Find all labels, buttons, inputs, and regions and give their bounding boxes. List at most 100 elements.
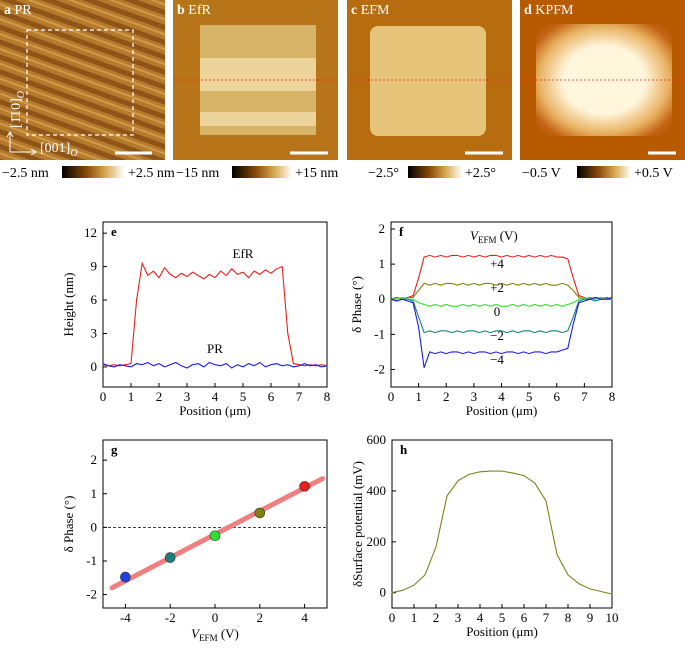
y-tick-label: 200 bbox=[367, 534, 387, 549]
panel-b: b EfR bbox=[173, 0, 338, 160]
data-line bbox=[390, 296, 613, 307]
stripe bbox=[200, 58, 316, 91]
panel-title: EfR bbox=[188, 3, 211, 18]
label-main: V bbox=[470, 228, 480, 243]
series-label: EfR bbox=[233, 246, 254, 261]
label-main: V bbox=[191, 626, 201, 641]
label-rest: (V) bbox=[496, 228, 517, 243]
x-tick-label: 0 bbox=[100, 389, 107, 404]
x-tick-label: 3 bbox=[184, 389, 191, 404]
y-tick-label: 0 bbox=[380, 585, 387, 600]
panel-letter: a bbox=[4, 3, 11, 18]
axis-label: VEFM (V) bbox=[191, 626, 239, 643]
colorbar bbox=[408, 166, 462, 178]
colorbar-min: −15 nm bbox=[176, 166, 219, 181]
x-tick-label: 2 bbox=[433, 610, 440, 625]
colorbar-max: +2.5° bbox=[465, 166, 496, 181]
x-tick-label: -2 bbox=[165, 610, 176, 625]
axis-label: VEFM (V) bbox=[470, 228, 518, 245]
y-tick-label: 2 bbox=[91, 452, 98, 467]
x-tick-label: 4 bbox=[301, 610, 308, 625]
data-line bbox=[390, 282, 613, 300]
panel-letter: h bbox=[400, 442, 408, 457]
y-tick-label: 0 bbox=[379, 291, 386, 306]
x-tick-label: 6 bbox=[268, 389, 275, 404]
plot-frame bbox=[391, 439, 613, 609]
x-tick-label: 3 bbox=[471, 389, 478, 404]
x-tick-label: 4 bbox=[212, 389, 219, 404]
y-tick-label: 400 bbox=[367, 483, 387, 498]
data-line bbox=[391, 470, 613, 595]
y-tick-label: 0 bbox=[91, 359, 98, 374]
data-point bbox=[209, 530, 221, 542]
x-tick-label: 0 bbox=[212, 610, 219, 625]
y-axis-label: δSurface potential (mV) bbox=[350, 461, 365, 587]
x-tick-label: 5 bbox=[526, 389, 533, 404]
panel-letter: c bbox=[351, 3, 357, 18]
y-axis-label: δ Phase (°) bbox=[349, 276, 364, 333]
axis-arrows bbox=[6, 131, 37, 156]
x-tick-label: 0 bbox=[389, 610, 396, 625]
series-label: −2 bbox=[490, 328, 504, 343]
data-point bbox=[164, 552, 176, 563]
data-line bbox=[390, 298, 613, 334]
y-tick-label: 12 bbox=[84, 225, 97, 240]
x-tick-label: 0 bbox=[388, 389, 395, 404]
x-tick-label: 7 bbox=[296, 389, 303, 404]
scan-region bbox=[26, 29, 134, 136]
panel-title: EFM bbox=[361, 3, 390, 18]
colorbar bbox=[232, 166, 292, 178]
y-tick-label: 0 bbox=[91, 519, 98, 534]
data-point bbox=[120, 571, 131, 583]
colorbar-min: −2.5° bbox=[368, 166, 399, 181]
colorbar-max: +0.5 V bbox=[634, 166, 673, 181]
stripe bbox=[200, 112, 316, 126]
x-axis-label: Position (μm) bbox=[179, 403, 251, 418]
x-tick-label: 2 bbox=[257, 610, 264, 625]
colorbar bbox=[577, 166, 631, 178]
y-tick-label: 3 bbox=[91, 325, 98, 340]
panel-c: c EFM bbox=[347, 0, 512, 160]
y-tick-label: 600 bbox=[367, 432, 387, 447]
panel-letter: e bbox=[111, 224, 117, 239]
panel-letter: g bbox=[111, 442, 118, 457]
colorbar-max: +2.5 nm bbox=[128, 166, 175, 181]
x-tick-label: 9 bbox=[587, 610, 594, 625]
afm-image bbox=[0, 0, 165, 160]
colorbars: −2.5 nm +2.5 nm −15 nm +15 nm −2.5° +2.5… bbox=[2, 166, 673, 181]
panel-letter: f bbox=[399, 224, 404, 239]
x-tick-label: 2 bbox=[443, 389, 450, 404]
x-tick-label: 10 bbox=[606, 610, 619, 625]
y-tick-label: -1 bbox=[86, 553, 97, 568]
colorbar-max: +15 nm bbox=[295, 166, 338, 181]
panel-label: c EFM bbox=[351, 3, 390, 18]
data-point bbox=[299, 481, 310, 492]
y-tick-label: -1 bbox=[374, 326, 385, 341]
x-tick-label: 1 bbox=[128, 389, 135, 404]
panel-label: b EfR bbox=[177, 3, 212, 18]
data-line bbox=[102, 361, 328, 369]
x-tick-label: 5 bbox=[240, 389, 247, 404]
axis-text: [001] bbox=[40, 141, 70, 156]
written-region bbox=[370, 26, 486, 136]
data-line bbox=[102, 261, 328, 367]
x-axis-label: Position (μm) bbox=[466, 624, 538, 639]
panel-label: d KPFM bbox=[524, 3, 574, 18]
panel-letter: b bbox=[177, 3, 185, 18]
axis-sub: O bbox=[70, 148, 77, 159]
x-tick-label: -4 bbox=[120, 610, 131, 625]
label-rest: (V) bbox=[218, 626, 239, 641]
axis-sub: O bbox=[16, 91, 27, 98]
x-tick-label: 5 bbox=[499, 610, 506, 625]
colorbar-min: −0.5 V bbox=[522, 166, 561, 181]
x-tick-label: 2 bbox=[156, 389, 163, 404]
axis-label: [1̄10]O bbox=[9, 91, 27, 128]
panel-label: a PR bbox=[4, 3, 32, 18]
x-tick-label: 6 bbox=[521, 610, 528, 625]
x-tick-label: 1 bbox=[415, 389, 422, 404]
axis-label: [001]O bbox=[40, 141, 78, 159]
series-label: PR bbox=[207, 341, 223, 356]
data-point bbox=[254, 507, 266, 519]
y-tick-label: -2 bbox=[374, 361, 385, 376]
x-tick-label: 3 bbox=[455, 610, 462, 625]
